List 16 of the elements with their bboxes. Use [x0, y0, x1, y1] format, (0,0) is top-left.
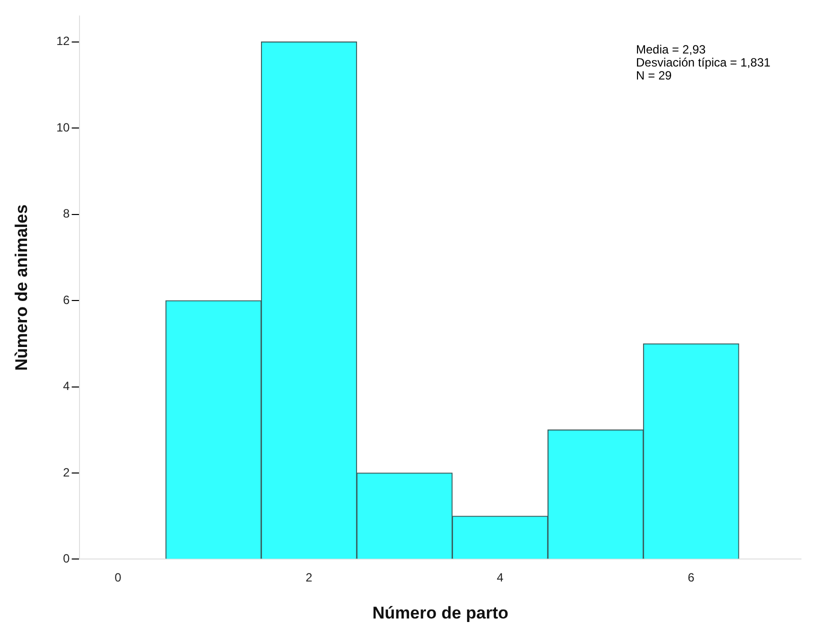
x-tick-label: 6: [688, 570, 695, 585]
x-tick-label: 2: [306, 570, 313, 585]
y-tick-label: 4: [63, 379, 70, 394]
y-tick-label: 12: [56, 34, 70, 48]
y-tick-label: 2: [63, 465, 70, 480]
x-axis-title: Número de parto: [372, 603, 508, 622]
y-tick-label: 6: [63, 292, 70, 307]
annotation: Desviación típica = 1,831: [636, 55, 771, 70]
annotation: N = 29: [636, 68, 672, 82]
x-tick-label: 4: [496, 570, 504, 585]
x-tick-label: 0: [114, 570, 122, 585]
y-tick-label: 0: [63, 552, 70, 566]
annotation: Media = 2,93: [636, 42, 706, 56]
y-tick-label: 8: [63, 206, 70, 221]
y-axis-title: Nùmero de animales: [12, 204, 31, 371]
y-tick-label: 10: [56, 120, 70, 134]
